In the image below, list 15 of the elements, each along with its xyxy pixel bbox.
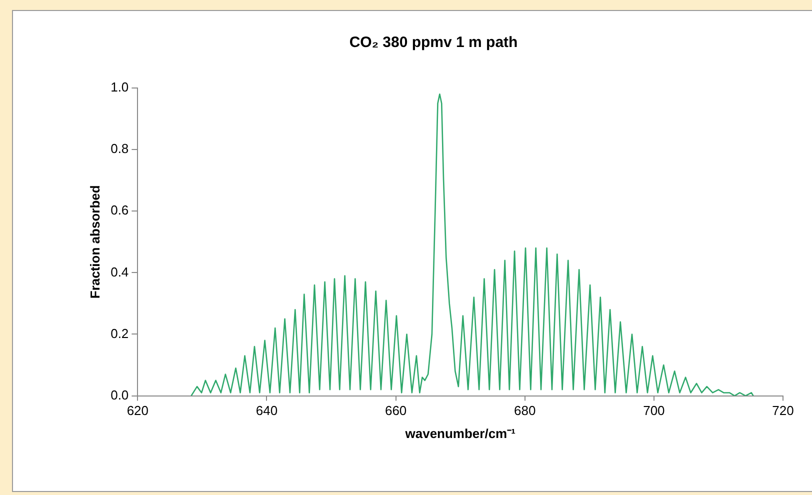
x-tick-label: 640 bbox=[256, 403, 278, 418]
y-tick-label: 0.4 bbox=[110, 264, 129, 280]
y-tick-label: 0.2 bbox=[110, 326, 129, 341]
x-tick-label: 720 bbox=[772, 403, 794, 418]
chart-title: CO₂ 380 ppmv 1 m path bbox=[349, 34, 518, 52]
y-axis-title: Fraction absorbed bbox=[87, 185, 102, 299]
x-tick-label: 660 bbox=[384, 403, 407, 418]
y-tick-label: 0.6 bbox=[110, 202, 129, 218]
x-tick-label: 680 bbox=[514, 403, 536, 418]
y-tick-label: 0.0 bbox=[110, 387, 129, 402]
x-tick-label: 620 bbox=[126, 403, 149, 418]
x-axis-title: wavenumber/cm⁻¹ bbox=[404, 426, 516, 441]
x-tick-label: 700 bbox=[643, 403, 665, 418]
y-tick-label: 0.8 bbox=[110, 141, 129, 156]
y-tick-label: 1.0 bbox=[110, 80, 129, 95]
